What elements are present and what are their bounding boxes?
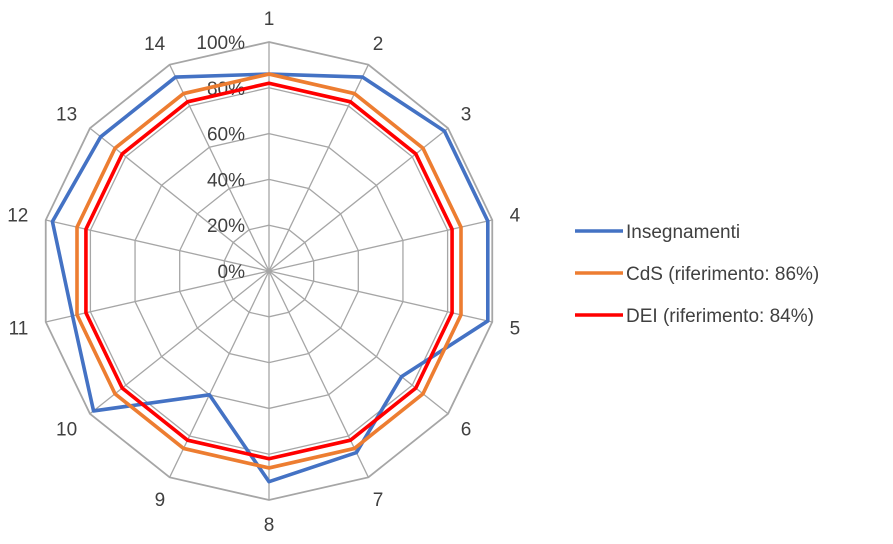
- r-tick-label: 60%: [207, 125, 245, 146]
- legend-label-1: Insegnamenti: [626, 222, 740, 243]
- series-line-2: [75, 72, 463, 470]
- grid-spoke-7: [268, 270, 369, 478]
- r-tick-label: 100%: [196, 33, 245, 54]
- legend-label-2: CdS (riferimento: 86%): [626, 264, 819, 285]
- category-label-8: 8: [264, 515, 275, 536]
- grid-spoke-14: [169, 64, 270, 272]
- series-line-3: [84, 81, 454, 461]
- r-tick-label: 0%: [218, 262, 246, 283]
- radar-grid: [44, 41, 494, 501]
- category-label-1: 1: [264, 9, 275, 30]
- category-label-3: 3: [461, 104, 472, 125]
- category-label-10: 10: [56, 420, 77, 441]
- category-label-14: 14: [144, 34, 166, 55]
- grid-spoke-6: [268, 270, 449, 415]
- r-tick-label: 40%: [207, 170, 245, 191]
- grid-spoke-11: [45, 270, 270, 323]
- category-label-9: 9: [155, 490, 166, 511]
- category-label-6: 6: [461, 420, 472, 441]
- grid-spoke-4: [268, 219, 493, 272]
- category-label-7: 7: [373, 490, 384, 511]
- grid-spoke-12: [45, 219, 270, 272]
- category-label-4: 4: [510, 206, 521, 227]
- grid-spoke-9: [169, 270, 270, 478]
- grid-spoke-5: [268, 270, 493, 323]
- grid-spoke-2: [268, 64, 369, 272]
- r-tick-label: 20%: [207, 216, 245, 237]
- grid-spoke-3: [268, 127, 449, 272]
- radar-series: [50, 72, 490, 484]
- grid-spoke-13: [89, 127, 270, 272]
- series-line-1: [50, 72, 490, 484]
- category-label-13: 13: [56, 104, 77, 125]
- legend-label-3: DEI (riferimento: 84%): [626, 306, 814, 327]
- grid-spoke-10: [89, 270, 270, 415]
- category-label-12: 12: [7, 206, 28, 227]
- radial-tick-labels: 0%20%40%60%80%100%: [196, 33, 245, 283]
- legend: Insegnamenti CdS (riferimento: 86%) DEI (r…: [575, 222, 819, 327]
- category-label-11: 11: [9, 318, 29, 339]
- category-label-5: 5: [510, 318, 521, 339]
- category-label-2: 2: [373, 34, 384, 55]
